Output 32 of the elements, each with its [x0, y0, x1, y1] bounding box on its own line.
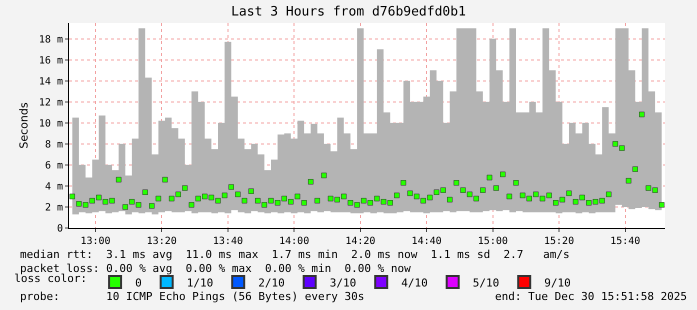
x-tick-label: 14:40: [412, 236, 442, 247]
legend-label: 4/10: [401, 276, 428, 290]
x-tick-label: 15:00: [478, 236, 508, 247]
x-tick-label: 13:00: [80, 236, 111, 247]
legend-label: 9/10: [544, 276, 571, 290]
x-tick-label: 13:40: [212, 236, 243, 247]
y-tick-label: 12 m: [38, 97, 63, 108]
y-tick-label: 10 m: [38, 118, 63, 130]
chart-title: Last 3 Hours from d76b9edfd0b1: [231, 4, 466, 20]
y-axis-title: Seconds: [18, 102, 31, 149]
text: probe: 10 ICMP Echo Pings (56 Bytes) every 30s: [20, 290, 364, 303]
legend-label: 2/10: [258, 276, 285, 290]
y-tick-label: 2 m: [44, 202, 63, 214]
x-tick-label: 15:40: [610, 236, 640, 247]
legend-label: 0: [135, 276, 142, 290]
text: end: Tue Dec 30 15:51:58 2025: [495, 290, 688, 303]
legend-label: 5/10: [472, 276, 500, 290]
x-tick-label: 14:20: [345, 236, 376, 247]
y-tick-label: 6 m: [44, 160, 63, 172]
legend-label: 1/10: [186, 276, 214, 290]
y-tick-label: 4 m: [44, 181, 63, 192]
x-tick-label: 13:20: [146, 236, 177, 247]
text: median rtt: 3.1 ms avg 11.0 ms max 1.7 ms min 2.0 ms now 1.1 ms sd 2.7 am/s: [20, 248, 570, 261]
y-tick-label: 8 m: [44, 139, 63, 150]
text: packet loss: 0.00 % avg 0.00 % max 0.00 % min 0.00 % now: [20, 262, 412, 275]
y-tick-label: 16 m: [38, 55, 63, 66]
y-tick-label: 14 m: [38, 76, 63, 88]
y-tick-label: 0: [56, 224, 63, 234]
x-tick-label: 15:20: [544, 236, 574, 247]
y-tick-label: 18 m: [38, 34, 63, 46]
legend-label: 3/10: [330, 276, 356, 290]
x-tick-label: 14:00: [279, 236, 310, 247]
